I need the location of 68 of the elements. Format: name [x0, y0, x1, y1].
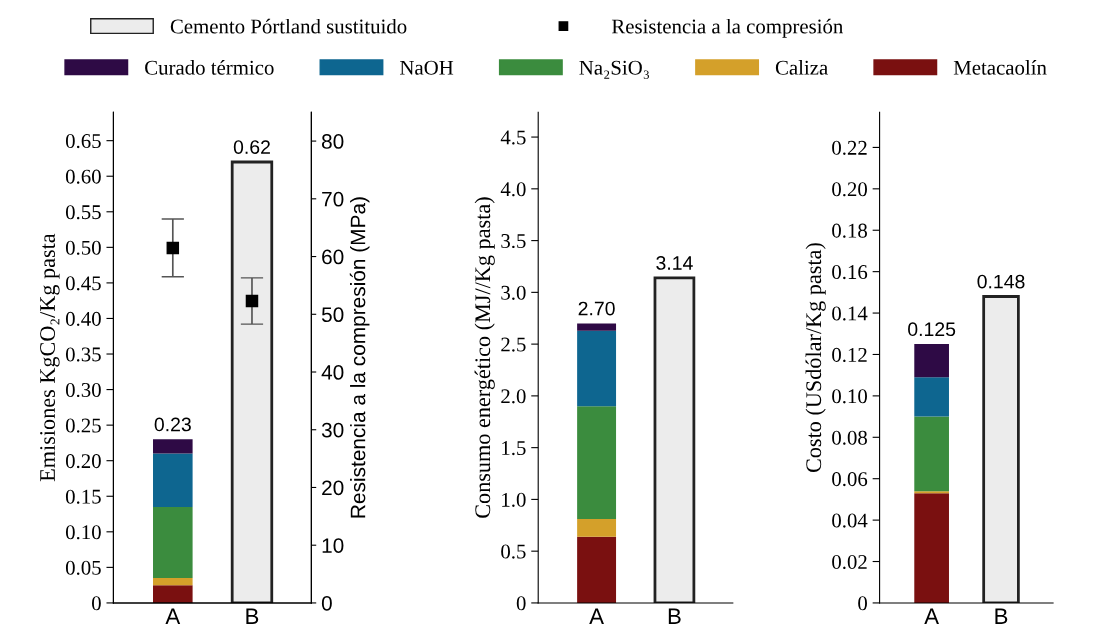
- y-tick-label: 0.14: [832, 306, 868, 321]
- y-tick-label: 0.15: [65, 489, 101, 504]
- y2-tick-label: 20: [322, 480, 344, 496]
- y-tick-label: 0: [92, 596, 101, 611]
- y-axis-title: Consumo energético (MJ//Kg pasta): [474, 197, 495, 518]
- y-tick-label: 0.04: [832, 513, 868, 528]
- total-label: 0.125: [908, 322, 956, 337]
- y2-tick-label: 0: [321, 595, 332, 611]
- total-label: 0.62: [233, 140, 270, 154]
- x-tick-label: B: [246, 608, 259, 624]
- y-tick-label: 0.22: [832, 140, 867, 155]
- x-tick-label: B: [995, 608, 1008, 624]
- y2-tick-label: 50: [321, 307, 344, 323]
- y-tick-label: 3.0: [501, 285, 526, 300]
- y-tick-label: 0.16: [832, 265, 868, 280]
- total-label: 3.14: [656, 256, 693, 270]
- y-tick-label: 0.02: [832, 554, 867, 570]
- y-tick-label: 4.0: [500, 182, 526, 197]
- y-tick-label: 0.20: [65, 454, 101, 469]
- y2-axis-title: Resistencia a la compresión (MPa): [349, 197, 370, 518]
- y-tick-label: 0.10: [832, 389, 867, 404]
- y-axis-title: Emisiones KgCO₂/Kg pasta: [40, 233, 60, 482]
- y-tick-label: 0.55: [65, 205, 101, 220]
- y-tick-label: 0: [858, 596, 867, 611]
- y2-tick-label: 40: [321, 365, 344, 380]
- legend-label: NaOH: [399, 60, 454, 75]
- y-tick-label: 0.45: [65, 276, 101, 291]
- total-label: 0.148: [977, 274, 1025, 289]
- y-tick-label: 0.05: [65, 560, 101, 575]
- y-tick-label: 0.30: [65, 382, 101, 398]
- y-tick-label: 0.35: [65, 347, 101, 362]
- y2-tick-label: 80: [321, 134, 344, 149]
- legend-label: Resistencia a la compresión: [611, 18, 844, 38]
- legend-label: Metacaolín: [953, 60, 1047, 75]
- y-tick-label: 0.06: [832, 472, 868, 487]
- legend-label: Curado térmico: [145, 60, 274, 75]
- y-tick-label: 4.5: [500, 130, 526, 145]
- y-tick-label: 0.12: [832, 347, 867, 362]
- y-tick-label: 0.5: [501, 544, 526, 559]
- y-tick-label: 0.20: [832, 182, 867, 197]
- legend-label: Na₂SiO₃: [579, 60, 649, 79]
- y-tick-label: 0: [516, 596, 526, 611]
- legend-label: Cemento Pórtland sustituido: [170, 18, 407, 34]
- x-tick-label: A: [165, 608, 181, 624]
- y-tick-label: 1.5: [502, 441, 526, 456]
- y-tick-label: 0.25: [65, 418, 101, 433]
- y-tick-label: 0.40: [65, 311, 101, 326]
- y-tick-label: 3.5: [501, 234, 526, 249]
- y-tick-label: 0.08: [832, 430, 867, 445]
- y-tick-label: 0.60: [65, 169, 101, 184]
- y2-tick-label: 30: [321, 422, 344, 438]
- y-tick-label: 2.5: [501, 337, 526, 352]
- total-label: 2.70: [578, 301, 615, 316]
- y-tick-label: 0.18: [832, 223, 867, 238]
- legend-label: Caliza: [775, 60, 828, 75]
- y-tick-label: 0.10: [65, 525, 101, 540]
- y2-tick-label: 70: [322, 191, 344, 207]
- y-tick-label: 2.0: [501, 389, 526, 404]
- x-tick-label: A: [589, 608, 604, 624]
- y-tick-label: 0.50: [65, 240, 101, 255]
- y-tick-label: 1.0: [502, 492, 526, 507]
- y2-tick-label: 60: [322, 249, 344, 265]
- x-tick-label: B: [668, 608, 681, 624]
- y-tick-label: 0.65: [65, 134, 101, 149]
- y-axis-title: Costo (USdólar/Kg pasta): [805, 243, 826, 473]
- y2-tick-label: 10: [322, 538, 344, 553]
- x-tick-label: A: [924, 608, 939, 624]
- total-label: 0.23: [154, 417, 191, 432]
